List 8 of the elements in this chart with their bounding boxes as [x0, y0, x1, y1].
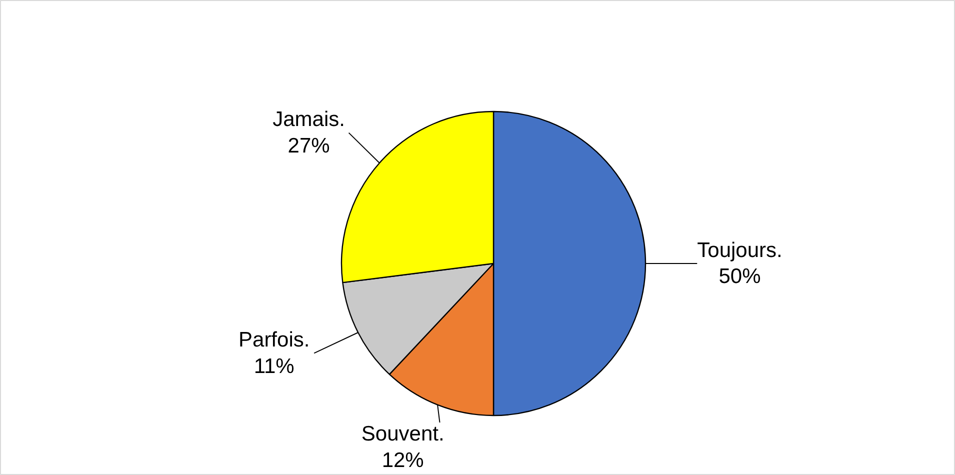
slice-label: Jamais. — [272, 108, 345, 132]
slice-label: Parfois. — [238, 328, 310, 352]
slice-label: Toujours. — [697, 238, 782, 262]
data-label: 12% — [382, 448, 424, 472]
slice-label: Souvent. — [361, 422, 444, 446]
data-label: 11% — [254, 354, 294, 378]
data-label: 27% — [288, 134, 330, 158]
data-label: 50% — [718, 265, 761, 288]
